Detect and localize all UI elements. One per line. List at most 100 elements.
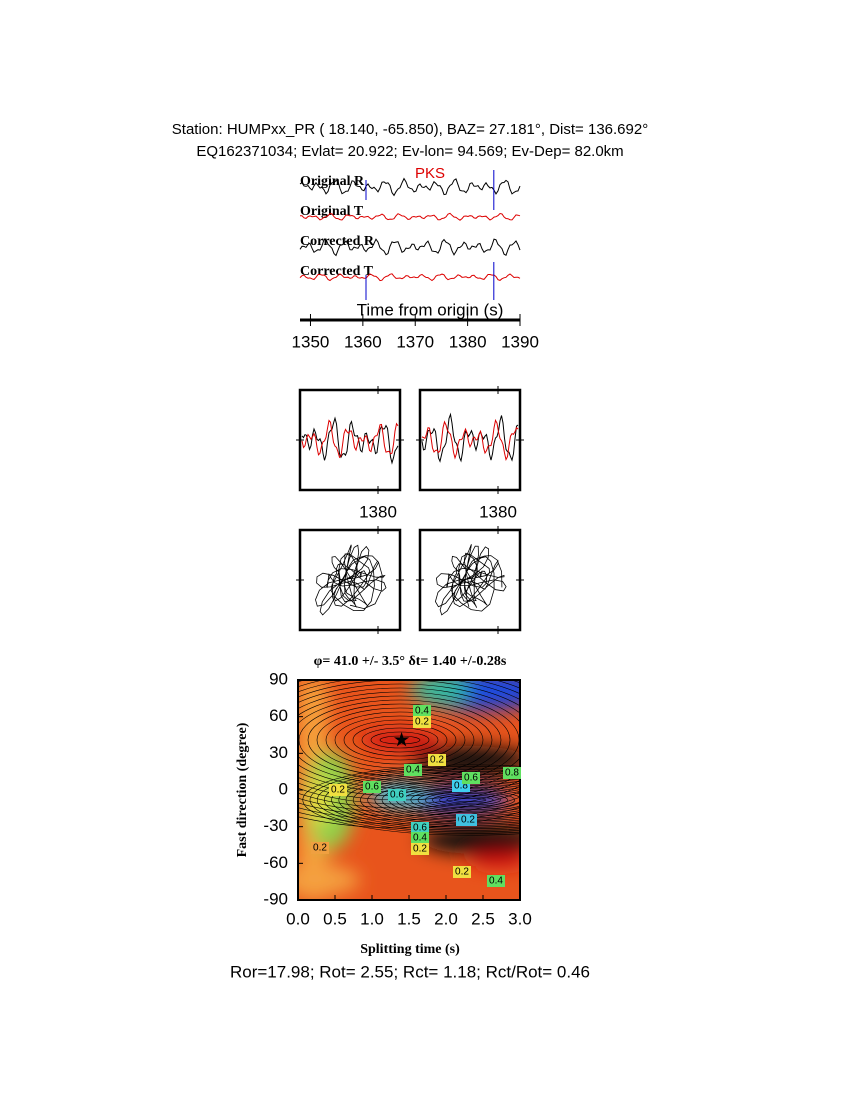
- contour-label: 0.8: [454, 781, 468, 792]
- contour-label-bg: [411, 822, 429, 834]
- contour-label-bg: [487, 875, 505, 887]
- contour: [446, 796, 494, 804]
- x-tick-label: 1.5: [397, 909, 421, 928]
- waveform: [299, 177, 521, 197]
- x-tick-label: 1360: [344, 332, 382, 351]
- x-tick-label: 2.5: [471, 909, 495, 928]
- contour: [352, 723, 448, 757]
- contour: [432, 793, 508, 807]
- y-tick-label: 60: [269, 706, 288, 725]
- x-tick-label: 1350: [292, 332, 330, 351]
- contour: [331, 770, 520, 830]
- contour: [324, 769, 520, 831]
- contour: [343, 719, 457, 761]
- contour-label: 0.8: [505, 768, 519, 779]
- contour: [298, 680, 520, 813]
- window-contents: 1380 1380: [296, 386, 524, 634]
- contour-label: 0.6: [413, 823, 427, 834]
- contour-label: 0.2: [461, 815, 475, 826]
- contour-label-bg: [363, 781, 381, 793]
- station-info: Station: HUMPxx_PR ( 18.140, -65.850), B…: [172, 121, 648, 138]
- contour-label-bg: [404, 764, 422, 776]
- phase-label: PKS: [415, 165, 445, 182]
- contour: [298, 811, 520, 829]
- contour-label: 0.2: [415, 717, 429, 728]
- x-axis-title: Splitting time (s): [360, 942, 460, 957]
- contour-label: 0.4: [489, 876, 503, 887]
- contour-label: 0.2: [455, 867, 469, 878]
- contour: [439, 794, 501, 806]
- waveform: [421, 412, 519, 463]
- contour: [316, 767, 520, 833]
- contour-label-bg: [413, 716, 431, 728]
- contour: [298, 801, 520, 821]
- footer: Ror=17.98; Rot= 2.55; Rct= 1.18; Rct/Rot…: [230, 962, 590, 981]
- waveform: [300, 212, 521, 221]
- y-axis-title: Fast direction (degree): [235, 722, 250, 857]
- best-fit-star: [394, 731, 410, 747]
- contour: [298, 806, 520, 825]
- contour-label: 0.6: [365, 782, 379, 793]
- contour-label-bg: [311, 842, 329, 854]
- contour: [298, 680, 520, 805]
- x-tick-label: 3.0: [508, 909, 532, 928]
- x-tick-label: 0.5: [323, 909, 347, 928]
- contour-label: 0.4: [413, 833, 427, 844]
- x-tick-label: 1380: [479, 502, 517, 521]
- contour-label: 0.4: [406, 765, 420, 776]
- contour-label-bg: [503, 767, 521, 779]
- contour: [298, 695, 511, 785]
- contour-label: 0.2: [430, 755, 444, 766]
- contour-label-bg: [329, 784, 347, 796]
- contour: [309, 766, 520, 834]
- x-tick-label: 0.0: [286, 909, 310, 928]
- y-tick-label: 90: [269, 669, 288, 688]
- contour: [298, 680, 520, 817]
- waveform: [299, 238, 521, 257]
- y-tick-label: -60: [263, 853, 288, 872]
- x-tick-label: 1380: [449, 332, 487, 351]
- contour-label-bg: [388, 789, 406, 801]
- y-tick-label: 30: [269, 743, 288, 762]
- x-tick-label: 1390: [501, 332, 539, 351]
- trace-label: Original R: [300, 174, 365, 189]
- particle-motion: [315, 544, 387, 616]
- contour-label: 0.2: [313, 843, 327, 854]
- particle-motion: [434, 544, 507, 616]
- contour: [334, 715, 466, 765]
- contour-label-bg: [428, 754, 446, 766]
- contour-label: 0.6: [464, 773, 478, 784]
- contour-label-bg: [462, 772, 480, 784]
- contour: [307, 703, 493, 777]
- x-tick-label: 1.0: [360, 909, 384, 928]
- contour: [361, 727, 439, 753]
- contour: [302, 764, 520, 836]
- contour-label: 0.6: [390, 790, 404, 801]
- contour-label: 0.2: [331, 785, 345, 796]
- contour: [316, 707, 484, 773]
- contour-label: 0.2: [413, 844, 427, 855]
- contour-label-bg: [411, 832, 429, 844]
- grid-title: φ= 41.0 +/- 3.5° δt= 1.40 +/-0.28s: [314, 654, 507, 669]
- x-tick-label: 1380: [359, 502, 397, 521]
- contour: [370, 731, 430, 749]
- waveform: [301, 419, 399, 459]
- x-tick-label: 2.0: [434, 909, 458, 928]
- y-tick-label: -90: [263, 889, 288, 908]
- y-tick-label: 0: [279, 779, 288, 798]
- x-tick-label: 1370: [396, 332, 434, 351]
- event-info: EQ162371034; Evlat= 20.922; Ev-lon= 94.5…: [196, 143, 623, 160]
- contour-label-bg: [459, 814, 477, 826]
- contour-label: 0.4: [415, 706, 429, 717]
- x-axis-label: Time from origin (s): [357, 300, 504, 319]
- y-tick-label: -30: [263, 816, 288, 835]
- contour-label-bg: [411, 843, 429, 855]
- contour-label-bg: [453, 866, 471, 878]
- contour: [298, 680, 520, 809]
- contour-label-bg: [413, 705, 431, 717]
- waveform: [299, 273, 521, 282]
- trace-label: Corrected R: [300, 234, 375, 249]
- waveform: [421, 418, 519, 461]
